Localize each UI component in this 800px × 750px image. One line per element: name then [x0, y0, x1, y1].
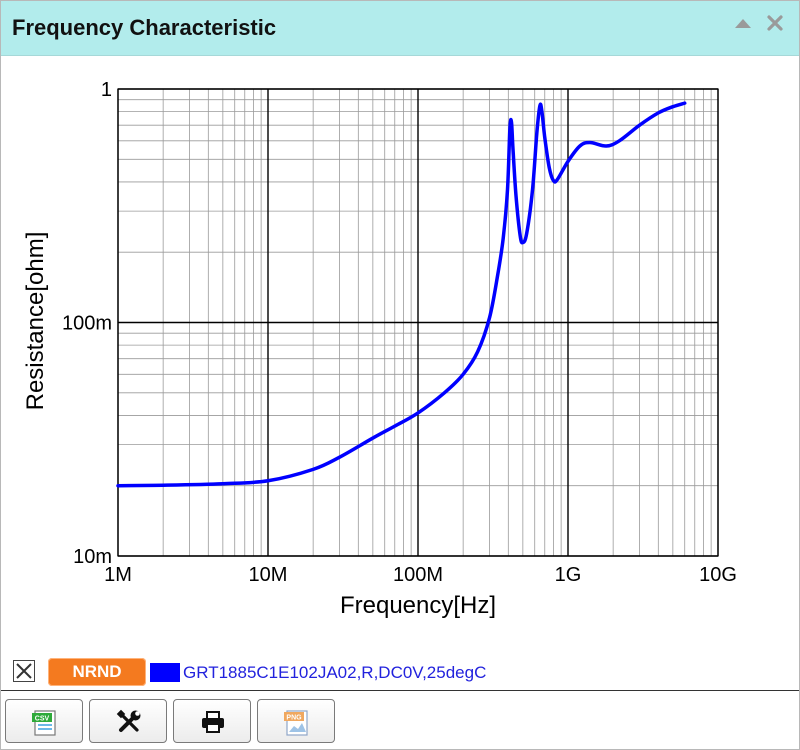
- png-icon: PNG: [284, 710, 308, 736]
- csv-export-button[interactable]: CSV: [5, 699, 83, 743]
- panel-title: Frequency Characteristic: [12, 15, 277, 40]
- frequency-chart: 1M 10M 100M 1G 10G 10m 100m 1 Frequency[Hz] Re…: [22, 79, 737, 619]
- legend-color-swatch: [150, 663, 180, 682]
- svg-text:CSV: CSV: [35, 716, 50, 723]
- csv-icon: CSV: [32, 710, 56, 736]
- print-icon: [202, 711, 224, 733]
- legend: NRND GRT1885C1E102JA02,R,DC0V,25degC: [13, 658, 793, 688]
- series-line: [116, 101, 687, 488]
- toolbar: CSV PNG: [1, 690, 799, 749]
- x-tick-label: 10M: [249, 564, 288, 586]
- png-export-button[interactable]: PNG: [257, 699, 335, 743]
- settings-tools-icon: [116, 709, 141, 732]
- title-bar: Frequency Characteristic: [1, 1, 799, 56]
- x-tick-label: 1M: [104, 564, 132, 586]
- legend-label: GRT1885C1E102JA02,R,DC0V,25degC: [183, 663, 487, 682]
- x-tick-label: 100M: [393, 564, 443, 586]
- print-button[interactable]: [173, 699, 251, 743]
- plot-frame: [117, 88, 719, 557]
- x-tick-label: 10G: [699, 564, 737, 586]
- x-axis-ticks: 1M 10M 100M 1G 10G: [104, 564, 737, 586]
- y-axis-label: Resistance[ohm]: [22, 232, 49, 411]
- x-tick-label: 1G: [555, 564, 582, 586]
- settings-button[interactable]: [89, 699, 167, 743]
- collapse-icon[interactable]: [733, 16, 753, 32]
- legend-toggle-checkbox[interactable]: [13, 660, 35, 682]
- x-axis-label: Frequency[Hz]: [340, 592, 496, 619]
- y-tick-label: 100m: [62, 313, 112, 335]
- x-mark-icon: [16, 663, 32, 679]
- svg-text:PNG: PNG: [286, 715, 302, 722]
- y-axis-ticks: 10m 100m 1: [62, 79, 112, 568]
- y-tick-label: 10m: [73, 546, 112, 568]
- close-icon[interactable]: [765, 13, 785, 33]
- y-tick-label: 1: [101, 79, 112, 101]
- nrnd-badge: NRND: [48, 658, 146, 686]
